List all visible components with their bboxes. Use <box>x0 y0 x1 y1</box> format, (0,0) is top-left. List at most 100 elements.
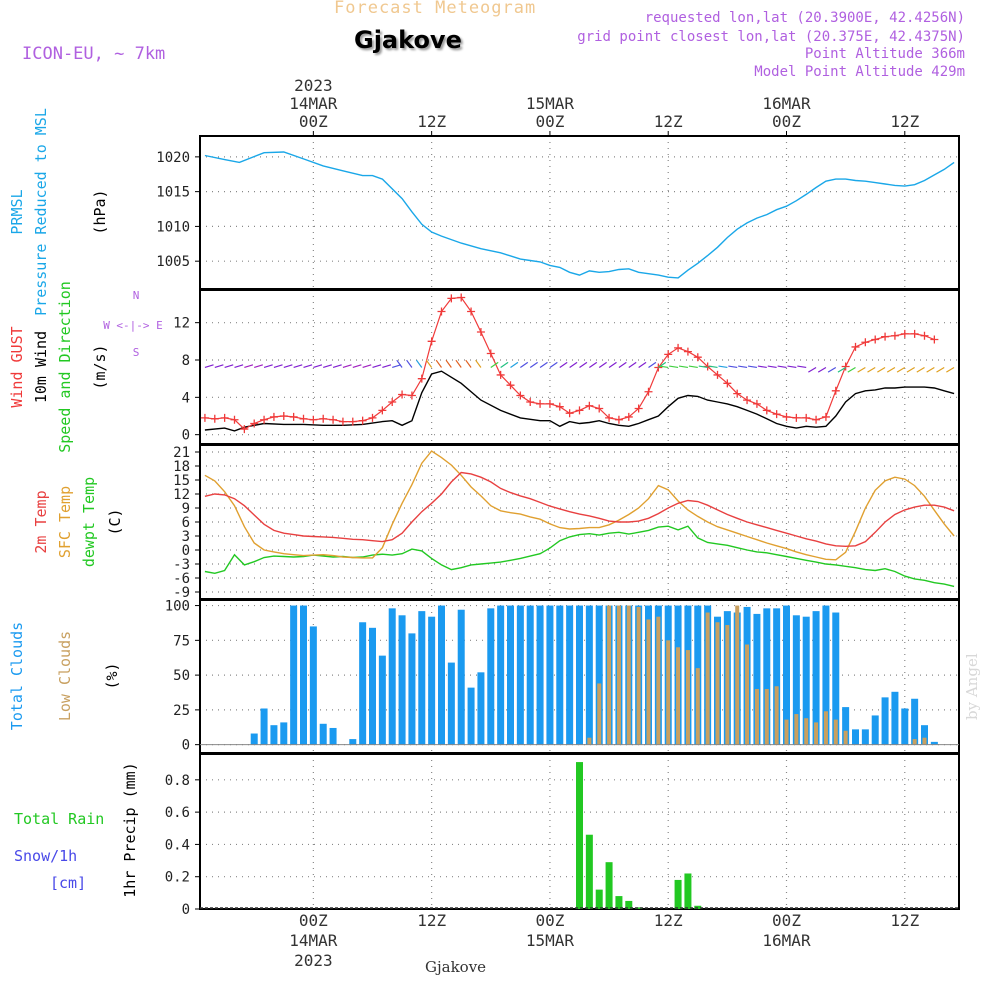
wind-direction-arrow <box>817 366 827 373</box>
low-cloud-bar <box>814 722 819 745</box>
wind-gust-marker <box>575 406 584 415</box>
wind-gust-marker <box>437 307 446 316</box>
wind-direction-arrow <box>808 366 817 373</box>
wind-direction-arrow <box>688 365 698 369</box>
wind-gust-label: Wind GUST <box>8 326 26 407</box>
precipitation-ytick-label: 0 <box>182 902 190 918</box>
wind-direction-arrow <box>465 359 472 368</box>
wind-gust-marker <box>713 370 722 379</box>
wind-gust-marker <box>821 412 830 421</box>
wind-gust-marker <box>595 404 604 413</box>
wind-gust-marker <box>683 347 692 356</box>
wind-speed-direction-label: Speed and Direction <box>56 281 74 453</box>
wind-direction-arrow <box>777 365 787 369</box>
low-cloud-bar <box>735 605 740 745</box>
total-cloud-bar <box>516 605 524 745</box>
wind-ytick-label: 0 <box>182 428 190 444</box>
wind-direction-arrow <box>520 361 529 368</box>
temp-2m-line <box>204 471 955 548</box>
wind-direction-arrow <box>648 361 657 368</box>
wind-direction-arrow <box>926 366 935 373</box>
wind-gust-marker <box>536 399 545 408</box>
wind-gust-marker <box>930 335 939 344</box>
wind-direction-arrow <box>757 365 767 369</box>
requested-coordinates: requested lon,lat (20.3900E, 42.4256N) <box>644 10 965 26</box>
wind-direction-arrow <box>767 365 777 369</box>
wind-direction-arrow <box>669 365 679 369</box>
total-cloud-bar <box>280 722 288 745</box>
temp-2m-label: 2m Temp <box>32 490 50 553</box>
rain-bar <box>585 834 593 909</box>
wind-gust-marker <box>230 415 239 424</box>
total-cloud-bar <box>309 626 317 745</box>
low-cloud-bar <box>823 711 828 745</box>
wind-direction-arrow <box>916 366 925 373</box>
temperature-ytick-label: -9 <box>173 585 190 601</box>
wind-direction-arrow <box>303 364 313 369</box>
wind-direction-arrow <box>628 361 637 368</box>
wind-direction-arrow <box>886 366 896 373</box>
precipitation-ytick-label: 0.4 <box>165 837 190 853</box>
wind-gust-marker <box>674 343 683 352</box>
total-cloud-bar <box>319 723 327 745</box>
precip-legend-snow: Snow/1h <box>14 847 77 865</box>
total-cloud-bar <box>447 662 455 745</box>
total-cloud-bar <box>832 612 840 745</box>
wind-gust-marker <box>890 331 899 340</box>
total-cloud-bar <box>792 615 800 745</box>
wind-gust-marker <box>417 374 426 383</box>
pressure-unit-label: (hPa) <box>91 189 109 234</box>
wind-10m-label: 10m Wind <box>32 331 50 403</box>
wind-direction-arrow <box>490 361 499 368</box>
low-cloud-bar <box>636 606 641 745</box>
total-cloud-bar <box>891 691 899 745</box>
total-cloud-bar <box>812 611 820 745</box>
wind-direction-arrow <box>416 359 423 368</box>
top-time-label-hour: 12Z <box>417 112 446 131</box>
wind-direction-arrow <box>396 359 403 368</box>
wind-direction-arrow <box>608 361 617 368</box>
wind-direction-arrow <box>569 361 578 368</box>
temperature-ytick-label: 18 <box>173 459 190 475</box>
total-cloud-bar <box>901 708 909 745</box>
total-cloud-bar <box>536 605 544 745</box>
wind-direction-arrow <box>659 365 669 369</box>
low-cloud-bar <box>843 730 848 745</box>
top-time-label-hour: 12Z <box>890 112 919 131</box>
wind-gust-marker <box>605 413 614 422</box>
wind-gust-marker <box>585 401 594 410</box>
total-cloud-bar <box>556 605 564 745</box>
wind-gust-marker <box>289 412 298 421</box>
low-cloud-bar <box>754 689 759 745</box>
wind-direction-arrow <box>589 361 598 368</box>
wind-gust-marker <box>516 391 525 400</box>
wind-direction-arrow <box>224 364 234 369</box>
rain-bar <box>635 907 643 909</box>
wind-gust-marker <box>526 398 535 406</box>
low-cloud-bar <box>607 605 612 745</box>
rain-bar <box>684 873 692 909</box>
wind-gust-marker <box>555 402 564 411</box>
wind-gust-marker <box>871 335 880 344</box>
clouds-unit-label: (%) <box>103 662 121 689</box>
wind-gust-marker <box>447 294 456 303</box>
wind-ytick-label: 12 <box>173 316 190 332</box>
total-cloud-bar <box>428 616 436 745</box>
temperature-ytick-label: 9 <box>182 501 190 517</box>
wind-gust-marker <box>220 413 229 422</box>
low-cloud-bar <box>922 737 927 745</box>
clouds-ytick-label: 100 <box>165 599 190 615</box>
temperature-ytick-label: 6 <box>182 515 190 531</box>
total-cloud-bar <box>507 605 514 745</box>
top-time-label-date: 14MAR <box>289 94 338 113</box>
wind-direction-arrow <box>827 366 837 373</box>
wind-gust-marker <box>772 410 781 419</box>
bottom-time-label-date: 15MAR <box>526 931 575 950</box>
wind-gust-marker <box>388 398 397 406</box>
rain-bar <box>674 879 682 909</box>
total-cloud-bar <box>300 605 307 745</box>
total-cloud-bar <box>477 672 485 745</box>
total-cloud-bar <box>398 615 406 745</box>
wind-direction-arrow <box>273 364 283 369</box>
